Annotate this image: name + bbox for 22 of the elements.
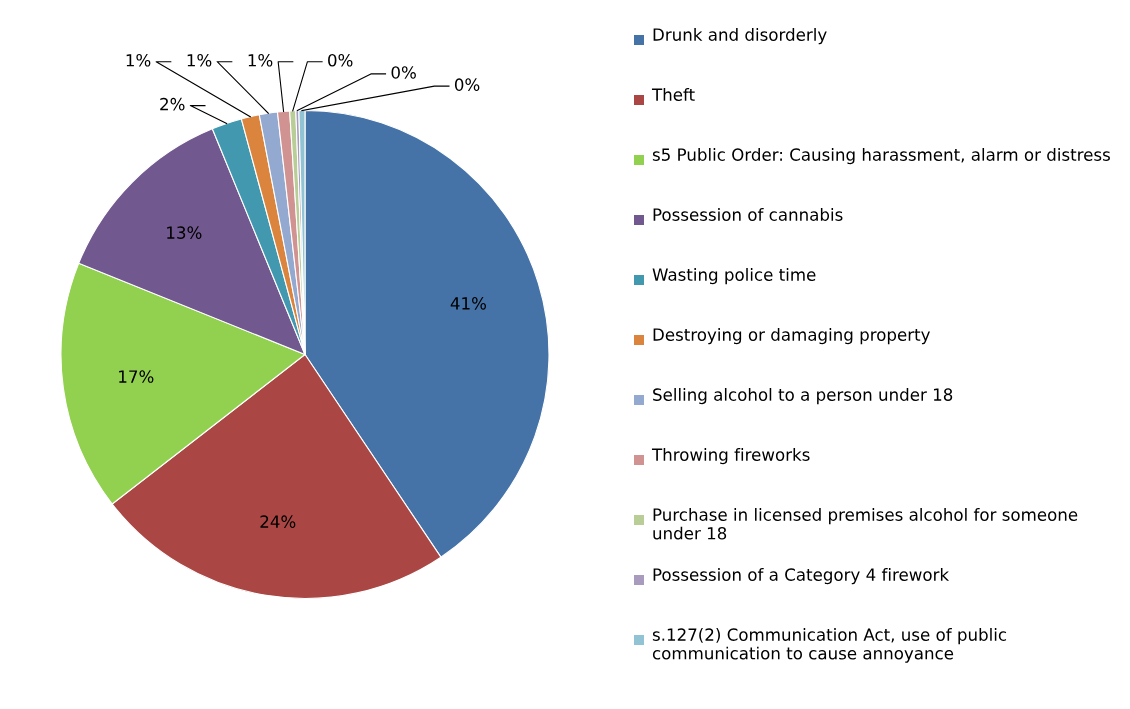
legend-label: Possession of cannabis <box>653 208 843 221</box>
data-label: 2% <box>160 97 185 111</box>
legend-label: Wasting police time <box>652 268 816 285</box>
data-label: 1% <box>187 53 212 67</box>
legend-label: Selling alcohol to a person under 18 <box>653 388 953 405</box>
data-label: 0% <box>454 78 480 91</box>
data-label: 13% <box>167 226 202 239</box>
legend-label: Throwing fireworks <box>651 448 810 465</box>
data-label: 0% <box>391 66 416 79</box>
data-label: 24% <box>260 515 296 528</box>
legend-label: Destroying or damaging property <box>653 328 930 345</box>
legend-label: Purchase in licensed premises alcohol for someone under 18 <box>653 508 1078 540</box>
data-label: 0% <box>328 53 353 67</box>
data-label: 1% <box>126 53 151 67</box>
legend-label: Theft <box>651 88 695 101</box>
data-label: 41% <box>450 297 487 310</box>
data-label: 1% <box>248 53 273 67</box>
data-label: 17% <box>119 370 154 383</box>
legend-label: Drunk and disorderly <box>653 28 827 45</box>
legend-label: s.127(2) Communication Act, use of public communication to cause annoyance <box>652 628 1007 663</box>
legend-label: Possession of a Category 4 firework <box>653 568 950 585</box>
legend-label: s5 Public Order: Causing harassment, alarm or distress <box>652 148 1110 165</box>
